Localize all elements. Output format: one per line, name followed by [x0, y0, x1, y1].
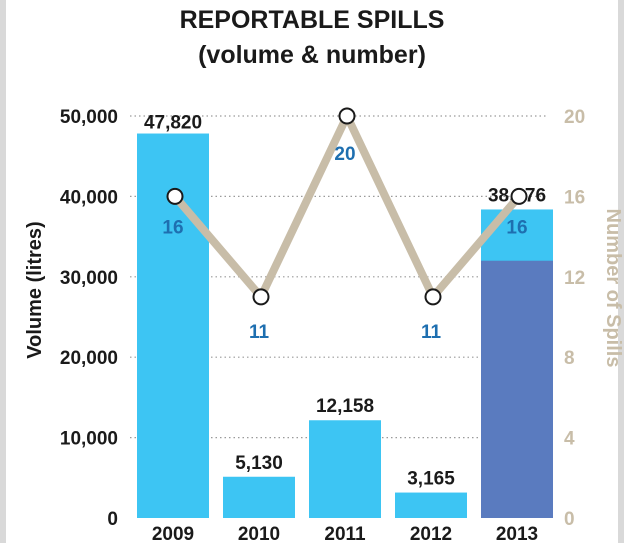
bar-value-label: 5,130 — [235, 453, 283, 474]
x-tick-label: 2012 — [410, 524, 452, 543]
spill-count-label: 16 — [162, 217, 183, 238]
bar-value-label: 3,165 — [407, 469, 455, 490]
bar-2010 — [223, 476, 295, 518]
spill-count-label: 16 — [506, 217, 527, 238]
spill-count-point — [166, 187, 184, 205]
left-tick-label: 10,000 — [60, 429, 118, 450]
chart-title: REPORTABLE SPILLS — [179, 6, 445, 34]
spill-count-point — [424, 288, 442, 306]
right-tick-label: 0 — [564, 509, 575, 530]
x-tick-label: 2010 — [238, 524, 280, 543]
left-tick-label: 40,000 — [60, 187, 118, 208]
left-tick-label: 30,000 — [60, 268, 118, 289]
right-frame-rule — [618, 0, 624, 543]
spill-count-label: 11 — [421, 322, 442, 343]
bar-2012 — [395, 492, 467, 518]
right-tick-label: 12 — [564, 268, 585, 289]
x-tick-label: 2009 — [152, 524, 194, 543]
spill-count-point — [252, 288, 270, 306]
bar-value-label: 12,158 — [316, 396, 374, 417]
right-tick-label: 8 — [564, 348, 575, 369]
right-tick-label: 16 — [564, 187, 585, 208]
bar-value-label: 47,820 — [144, 113, 202, 134]
bar-2013-lower-segment — [481, 260, 553, 518]
left-tick-label: 0 — [107, 509, 118, 530]
left-axis-title: Volume (litres) — [24, 221, 46, 358]
spill-count-label: 11 — [249, 322, 270, 343]
left-tick-label: 20,000 — [60, 348, 118, 369]
spill-count-point — [338, 107, 356, 125]
spill-count-point — [510, 187, 528, 205]
left-frame-rule — [0, 0, 6, 543]
right-tick-label: 20 — [564, 107, 585, 128]
right-axis-title: Number of Spills — [602, 209, 624, 368]
x-tick-label: 2013 — [496, 524, 538, 543]
x-tick-label: 2011 — [324, 524, 366, 543]
spill-count-label: 20 — [334, 144, 355, 165]
chart-subtitle: (volume & number) — [198, 41, 426, 69]
right-tick-label: 4 — [564, 429, 575, 450]
bar-2011 — [309, 420, 381, 518]
left-tick-label: 50,000 — [60, 107, 118, 128]
